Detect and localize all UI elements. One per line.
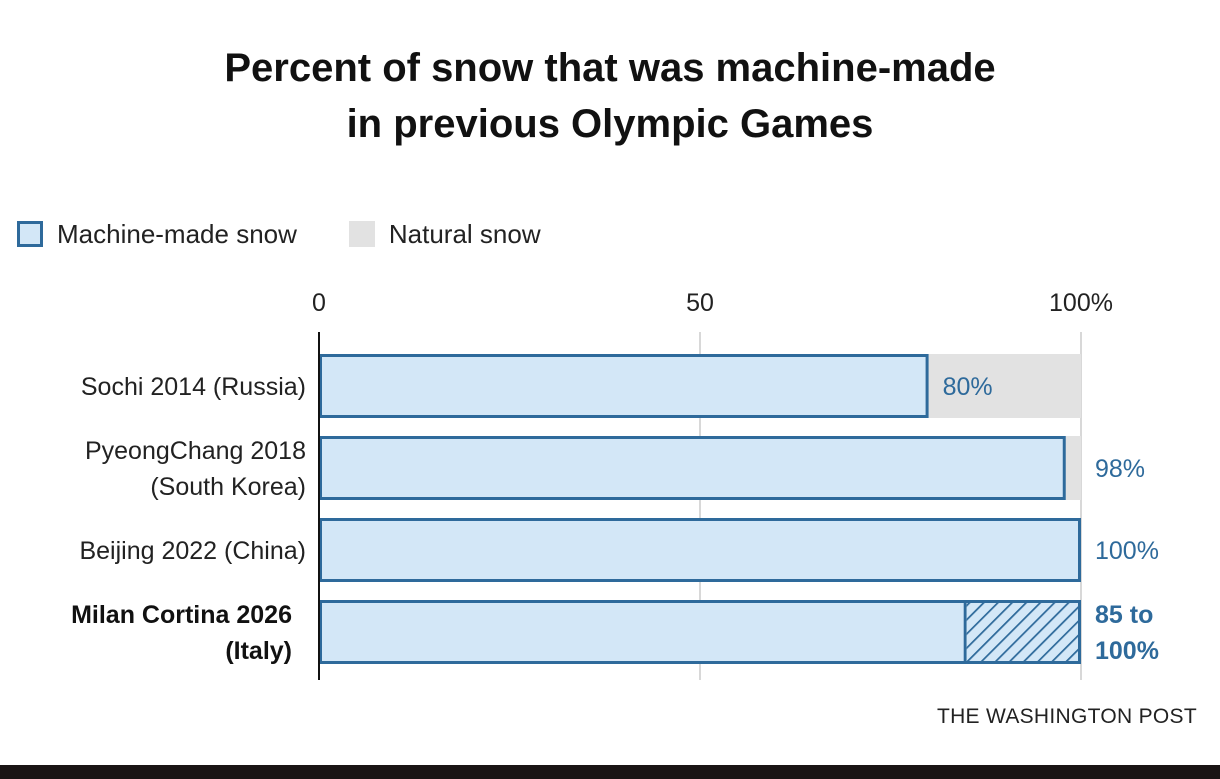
category-label-0-line-0: Sochi 2014 (Russia) (81, 373, 306, 401)
category-label-2: Beijing 2022 (China) (79, 537, 306, 565)
legend-item-machine-made: Machine-made snow (17, 219, 297, 250)
category-label-1: PyeongChang 2018 (South Korea) (85, 437, 306, 501)
value-label-0: 80% (943, 373, 993, 401)
category-label-1-line-0: PyeongChang 2018 (85, 437, 306, 465)
value-label-2-line-0: 100% (1095, 537, 1159, 565)
machine-snow-bar-0 (319, 354, 929, 418)
category-label-3-line-1: (Italy) (225, 637, 292, 665)
value-label-3-line-0: 85 to (1095, 601, 1153, 629)
machine-snow-bar-1 (319, 436, 1066, 500)
legend-swatch-natural (348, 221, 375, 247)
category-label-3-line-0: Milan Cortina 2026 (71, 601, 292, 629)
category-label-1-line-1: (South Korea) (150, 473, 306, 501)
value-label-1-line-0: 98% (1095, 455, 1145, 483)
category-label-0: Sochi 2014 (Russia) (81, 373, 306, 401)
chart-title-line-1: Percent of snow that was machine-made (224, 46, 996, 90)
x-tick-label-0: 0 (312, 289, 326, 317)
value-label-1: 98% (1095, 455, 1145, 483)
legend: Machine-made snow Natural snow (17, 214, 593, 254)
bar-chart: 0 50 100% Sochi 2014 (Russia) PyeongChang 2… (71, 289, 1159, 680)
category-label-3: Milan Cortina 2026 (Italy) (71, 601, 292, 665)
value-label-2: 100% (1095, 537, 1159, 565)
chart-title: Percent of snow that was machine-made in… (0, 40, 1220, 152)
machine-snow-range-hatch-3 (966, 603, 1078, 661)
natural-snow-segment-0 (928, 354, 1081, 418)
bottom-bar (0, 765, 1220, 779)
legend-label-natural: Natural snow (388, 218, 541, 249)
natural-snow-segment-1 (1065, 436, 1081, 500)
legend-swatch-machine-made (17, 221, 43, 247)
x-tick-label-100: 100% (1049, 289, 1113, 317)
machine-snow-bar-2 (319, 518, 1081, 582)
source-credit: THE WASHINGTON POST (936, 705, 1197, 728)
chart-title-line-2: in previous Olympic Games (346, 102, 874, 146)
legend-label-machine-made: Machine-made snow (57, 218, 297, 249)
machine-snow-bar-3 (319, 600, 967, 664)
value-label-3: 85 to 100% (1095, 601, 1159, 665)
value-label-3-line-1: 100% (1095, 637, 1159, 665)
x-tick-label-50: 50 (686, 289, 714, 317)
value-label-0-line-0: 80% (943, 373, 993, 401)
category-label-2-line-0: Beijing 2022 (China) (79, 537, 306, 565)
machine-snow-range-outline-3 (319, 600, 1081, 664)
legend-item-natural: Natural snow (348, 218, 541, 250)
